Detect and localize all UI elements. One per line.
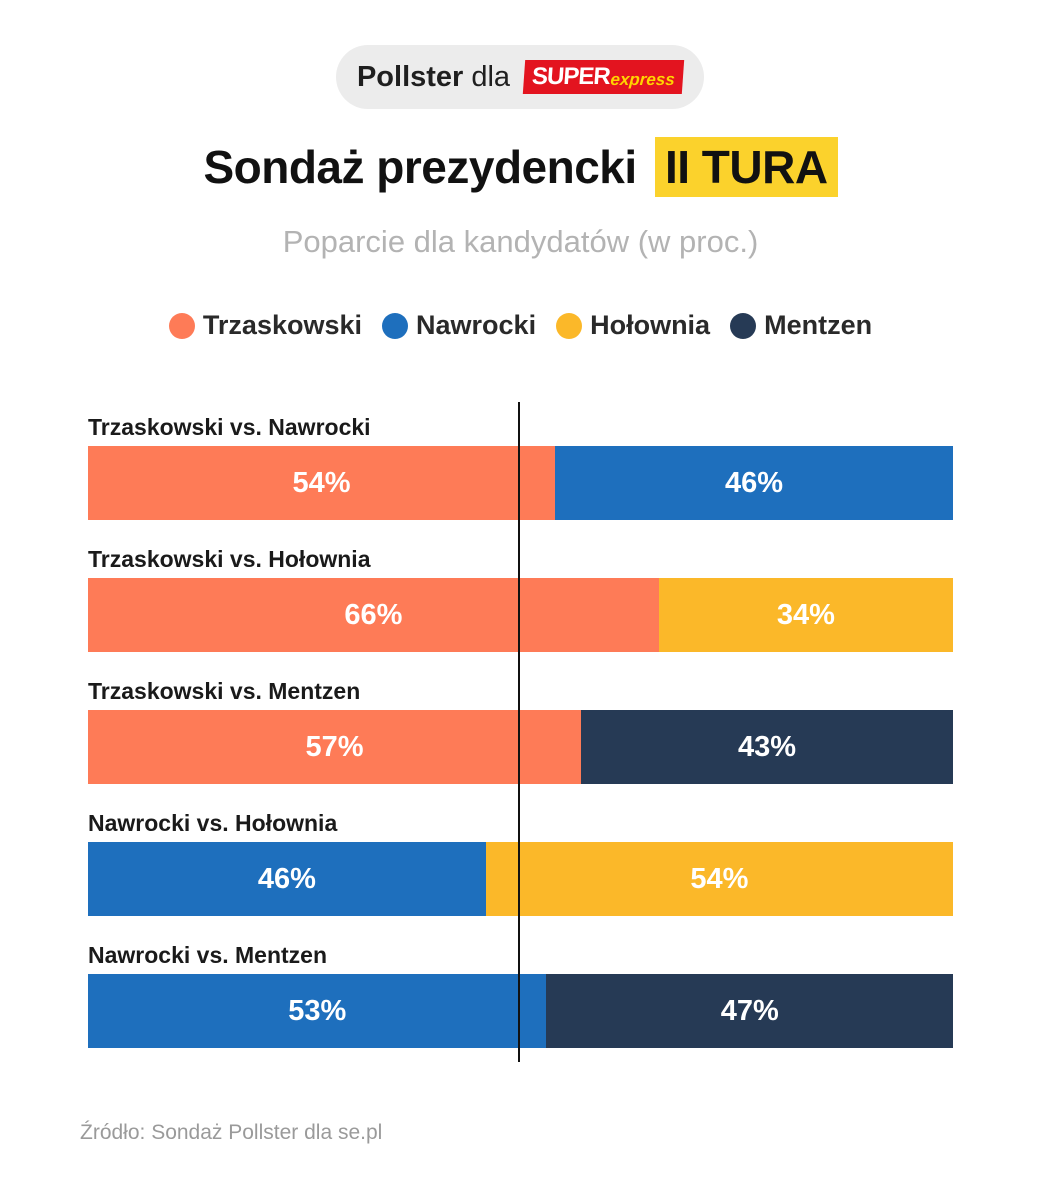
legend-label-1: Nawrocki (416, 310, 537, 340)
legend-item-1: Nawrocki (382, 310, 536, 341)
chart-subtitle: Poparcie dla kandydatów (w proc.) (282, 224, 759, 259)
matchup-label-3: Nawrocki vs. Hołownia (88, 810, 338, 836)
bar-right-0: 46% (555, 446, 953, 520)
legend-label-2: Hołownia (590, 310, 711, 340)
legend-label-0: Trzaskowski (202, 310, 363, 340)
legend-swatch-1 (382, 312, 409, 339)
source-note: Źródło: Sondaż Pollster dla se.pl (80, 1121, 383, 1144)
bar-left-4: 53% (88, 974, 547, 1048)
title-main: Sondaż prezydencki (203, 141, 637, 193)
matchup-label-4: Nawrocki vs. Mentzen (88, 942, 328, 968)
header-pill: Pollster dla SUPER express (336, 45, 704, 109)
matchup-label-0: Trzaskowski vs. Nawrocki (88, 414, 371, 440)
legend-swatch-2 (556, 312, 583, 339)
matchup-label-1: Trzaskowski vs. Hołownia (88, 546, 371, 572)
bar-left-2: 57% (88, 710, 582, 784)
bar-right-3: 54% (485, 842, 953, 916)
legend: Trzaskowski Nawrocki Hołownia Mentzen (0, 310, 1041, 341)
header-dla: dla (471, 60, 511, 93)
matchup-label-2: Trzaskowski vs. Mentzen (88, 678, 361, 704)
bar-right-2: 43% (581, 710, 953, 784)
pollster-name: Pollster (356, 60, 464, 93)
chart-title: Sondaż prezydencki II TURA (0, 137, 1041, 197)
legend-swatch-3 (730, 312, 757, 339)
legend-swatch-0 (168, 312, 195, 339)
legend-item-2: Hołownia (556, 310, 710, 341)
bar-left-1: 66% (88, 578, 659, 652)
bar-right-4: 47% (546, 974, 953, 1048)
title-highlight: II TURA (654, 137, 838, 197)
legend-label-3: Mentzen (764, 310, 873, 340)
fifty-percent-line (517, 402, 520, 1062)
legend-item-0: Trzaskowski (168, 310, 363, 341)
legend-item-3: Mentzen (730, 310, 872, 341)
bar-right-1: 34% (658, 578, 953, 652)
bar-left-0: 54% (88, 446, 556, 520)
bar-left-3: 46% (88, 842, 486, 916)
